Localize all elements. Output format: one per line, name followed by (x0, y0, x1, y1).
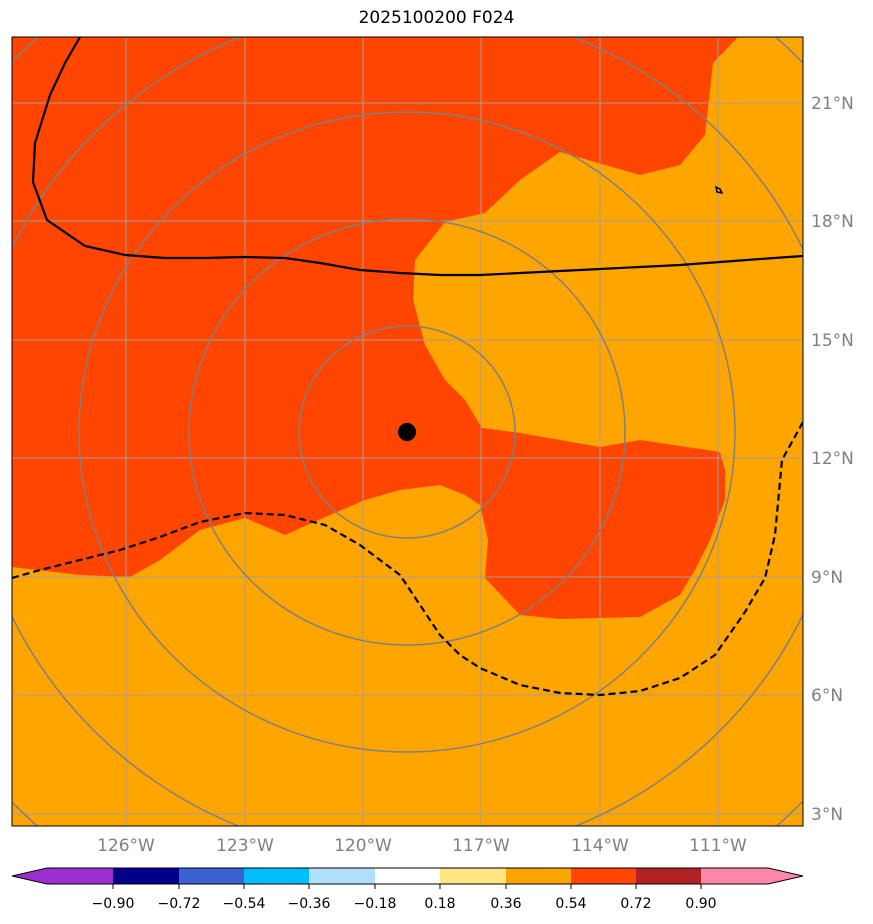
map-title: 2025100200 F024 (358, 8, 515, 28)
colorbar-tick-0: −0.90 (92, 896, 135, 912)
ring-2 (188, 218, 626, 646)
colorbar: −0.90 −0.72 −0.54 −0.36 −0.18 0.18 0.36 … (11, 867, 804, 912)
colorbar-segment-3 (244, 868, 309, 884)
latitude-labels: 21°N 18°N 15°N 12°N 9°N 6°N 3°N (811, 94, 854, 825)
lon-label-120w: 120°W (334, 836, 392, 856)
colorbar-tick-5: 0.18 (424, 896, 455, 912)
colorbar-segment-6 (440, 868, 506, 884)
colorbar-segment-10 (701, 868, 803, 884)
lat-label-18n: 18°N (811, 212, 854, 232)
storm-center-dot (398, 423, 416, 441)
small-contour (714, 185, 724, 195)
colorbar-tick-1: −0.72 (158, 896, 201, 912)
dashed-contour (12, 421, 803, 697)
lat-label-12n: 12°N (811, 449, 854, 469)
colorbar-segment-5 (375, 868, 440, 884)
lon-label-111w: 111°W (689, 836, 747, 856)
lon-label-117w: 117°W (452, 836, 510, 856)
ring-1 (298, 325, 516, 539)
colorbar-tick-9: 0.90 (685, 896, 716, 912)
graticule (12, 37, 803, 826)
colorbar-tick-8: 0.72 (620, 896, 651, 912)
lat-label-6n: 6°N (811, 686, 843, 706)
colorbar-tick-2: −0.54 (223, 896, 266, 912)
colorbar-segment-7 (506, 868, 571, 884)
colorbar-segment-8 (571, 868, 636, 884)
lat-label-9n: 9°N (811, 568, 843, 588)
colorbar-segment-9 (636, 868, 701, 884)
lon-label-114w: 114°W (571, 836, 629, 856)
colorbar-tick-3: −0.36 (288, 896, 331, 912)
colorbar-segment-0 (12, 868, 113, 884)
colorbar-tick-6: 0.36 (490, 896, 521, 912)
colorbar-segment-2 (179, 868, 244, 884)
lat-label-21n: 21°N (811, 94, 854, 114)
colorbar-segment-4 (309, 868, 375, 884)
ring-3 (78, 111, 736, 753)
colorbar-tick-4: −0.18 (354, 896, 397, 912)
map-frame (11, 36, 804, 827)
solid-contour (31, 37, 803, 277)
lon-label-123w: 123°W (216, 836, 274, 856)
lat-label-15n: 15°N (811, 331, 854, 351)
colorbar-tick-7: 0.54 (555, 896, 586, 912)
colorbar-outline (11, 867, 804, 885)
lon-label-126w: 126°W (97, 836, 155, 856)
longitude-labels: 126°W 123°W 120°W 117°W 114°W 111°W (97, 836, 747, 856)
colorbar-segment-1 (113, 868, 179, 884)
lat-label-3n: 3°N (811, 805, 843, 825)
